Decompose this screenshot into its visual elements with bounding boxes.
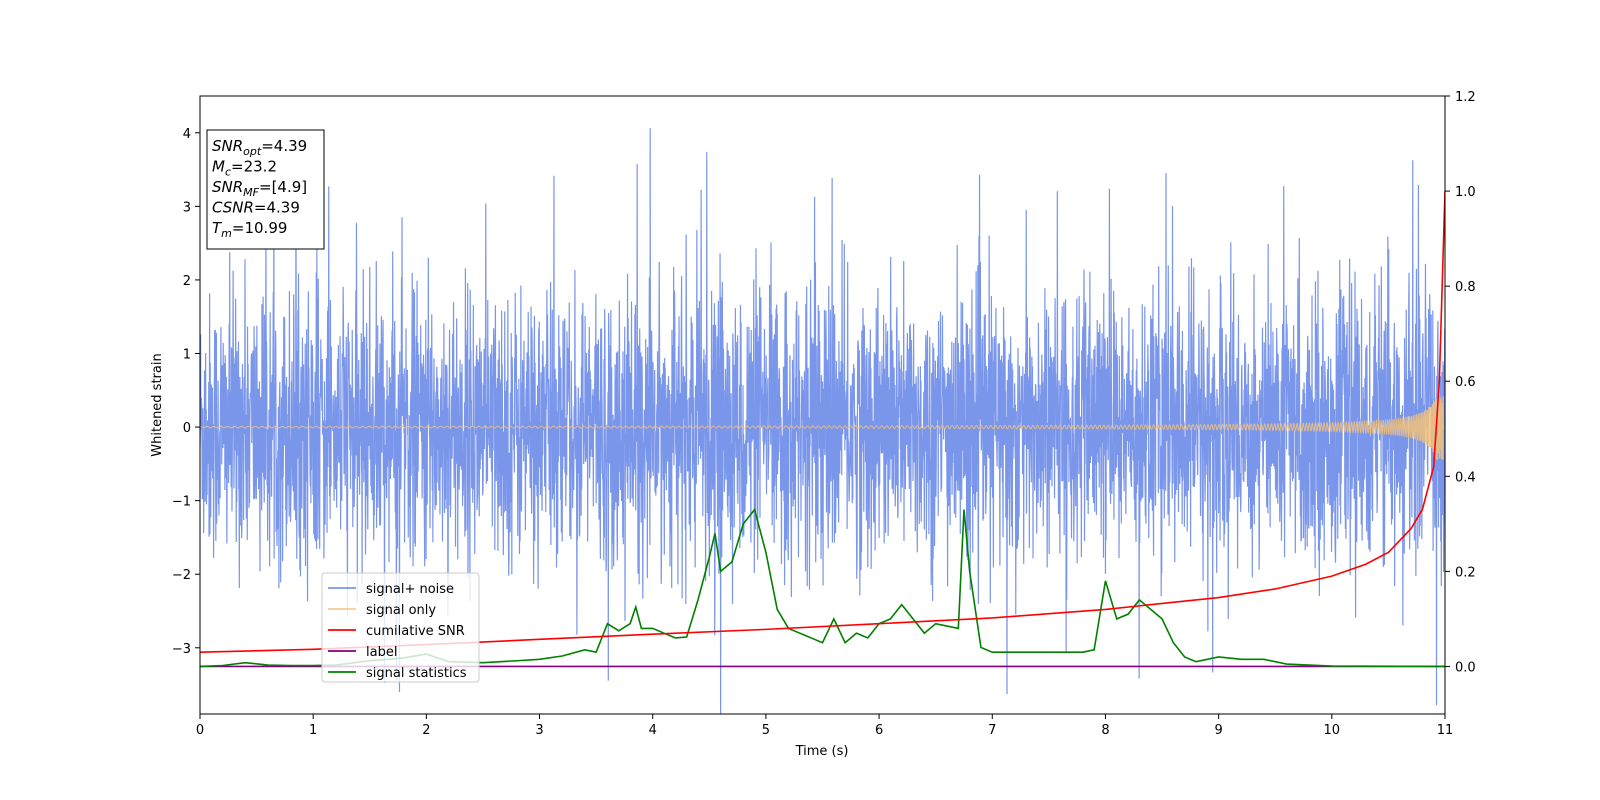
series-signal-only (200, 395, 1445, 461)
info-value: =[4.9] (259, 178, 307, 196)
info-line: CSNR=4.39 (212, 199, 300, 217)
y-tick-label: 0 (183, 421, 191, 436)
line-signal-statistics (200, 507, 1445, 668)
y-axis-label: Whitened strain (150, 353, 165, 456)
info-symbol: T (212, 219, 223, 237)
info-value: =4.39 (261, 137, 307, 155)
y-tick-label: 3 (183, 200, 191, 215)
y2-tick-label: 0.6 (1455, 375, 1476, 390)
info-symbol: CSNR (212, 199, 254, 217)
x-axis: 0 1 2 3 4 5 6 7 8 9 10 11 (196, 714, 1453, 738)
x-tick-label: 9 (1214, 723, 1222, 738)
info-subscript: opt (243, 145, 262, 158)
y-tick-label: 2 (183, 274, 191, 289)
line-cumilative-snr (200, 191, 1445, 653)
info-box: SNRopt=4.39Mc=23.2SNRMF=[4.9]CSNR=4.39Tm… (206, 129, 325, 250)
y-axis-right: 0.0 0.2 0.4 0.6 0.8 1.0 1.2 (1445, 90, 1476, 675)
x-tick-label: 10 (1324, 723, 1341, 738)
info-value: =10.99 (232, 219, 288, 237)
x-tick-label: 6 (875, 723, 883, 738)
y-tick-label: −2 (172, 568, 191, 583)
legend-label: signal only (366, 603, 436, 618)
x-axis-label: Time (s) (795, 744, 849, 759)
info-symbol: M (212, 158, 225, 176)
y2-tick-label: 0.8 (1455, 280, 1476, 295)
legend-label: label (366, 645, 397, 660)
y-tick-label: 1 (183, 348, 191, 363)
y2-tick-label: 1.2 (1455, 90, 1476, 105)
legend: signal+ noise signal only cumilative SNR la… (321, 572, 480, 683)
info-line: SNRMF=[4.9] (212, 178, 307, 199)
y2-tick-label: 0.4 (1455, 470, 1476, 485)
info-box-frame (206, 129, 325, 250)
y2-tick-label: 0.2 (1455, 565, 1476, 580)
x-tick-label: 11 (1437, 723, 1454, 738)
legend-frame (321, 572, 480, 683)
x-tick-label: 5 (762, 723, 770, 738)
info-symbol: SNR (212, 178, 243, 196)
legend-label: signal statistics (366, 666, 467, 681)
line-signal-only (200, 395, 1445, 461)
plot-frame (199, 95, 1446, 715)
info-subscript: c (225, 166, 231, 179)
info-subscript: m (221, 227, 232, 240)
x-tick-label: 4 (649, 723, 657, 738)
x-tick-label: 1 (309, 723, 317, 738)
x-tick-label: 2 (422, 723, 430, 738)
y2-tick-label: 0.0 (1455, 660, 1476, 675)
info-line: SNRopt=4.39 (212, 137, 307, 158)
info-value: =4.39 (254, 199, 300, 217)
info-subscript: MF (243, 186, 259, 199)
legend-label: cumilative SNR (366, 624, 465, 639)
info-value: =23.2 (231, 158, 277, 176)
series-signal-noise (200, 128, 1445, 714)
info-symbol: SNR (212, 137, 243, 155)
info-line: Mc=23.2 (212, 158, 277, 179)
y2-tick-label: 1.0 (1455, 185, 1476, 200)
y-tick-label: −3 (172, 642, 191, 657)
y-tick-label: −1 (172, 495, 191, 510)
x-tick-label: 0 (196, 723, 204, 738)
y-tick-label: 4 (183, 127, 191, 142)
y-axis-left: −3 −2 −1 0 1 2 3 4 (172, 127, 200, 657)
x-tick-label: 7 (988, 723, 996, 738)
info-line: Tm=10.99 (212, 219, 287, 240)
x-tick-label: 3 (535, 723, 543, 738)
x-tick-label: 8 (1101, 723, 1109, 738)
line-signal-noise (200, 128, 1445, 714)
legend-label: signal+ noise (366, 582, 454, 597)
